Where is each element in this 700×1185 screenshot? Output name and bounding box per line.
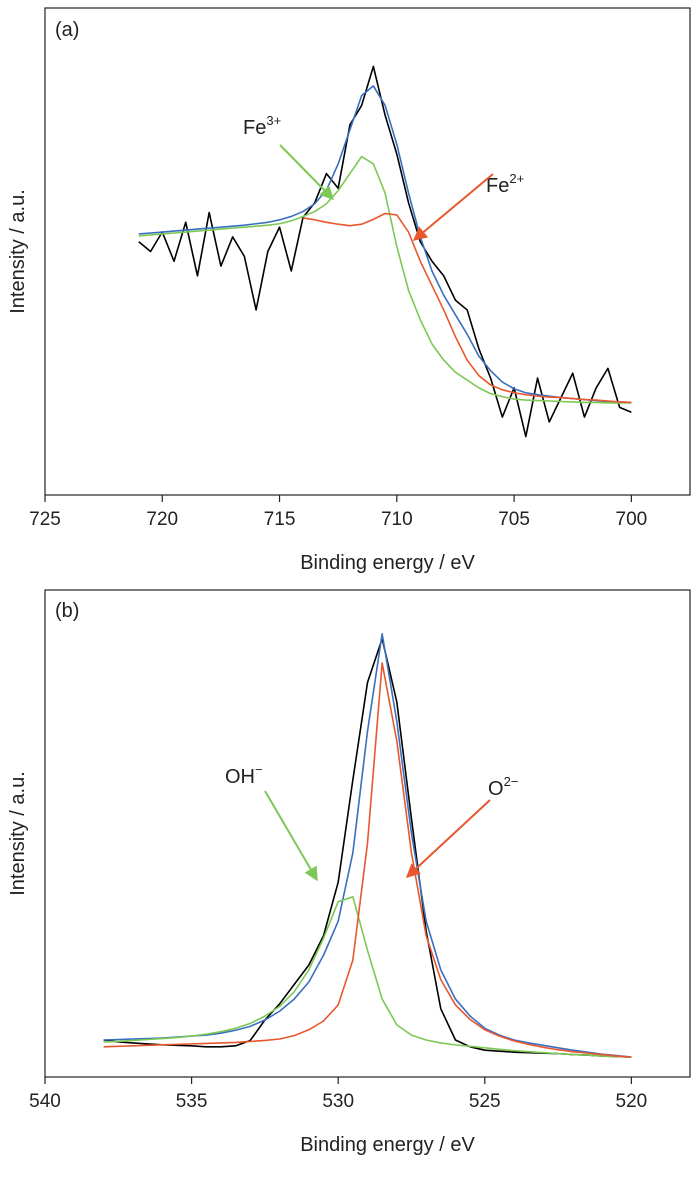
plot-frame: [44, 7, 691, 496]
annotation-text: Fe: [243, 117, 266, 139]
annotation-text: Fe: [486, 175, 509, 197]
x-tick-label: 725: [29, 509, 61, 530]
x-tick-label: 710: [381, 509, 413, 530]
x-tick-label: 520: [616, 1091, 648, 1112]
x-tick-label: 705: [498, 509, 530, 530]
x-axis-label: Binding energy / eV: [300, 552, 475, 574]
spectrum-line: [138, 155, 632, 404]
arrow: [412, 173, 494, 241]
annotation: O2−: [488, 774, 518, 800]
x-tick-label: 715: [264, 509, 296, 530]
spectrum-line: [138, 65, 632, 438]
annotation-sup: 2−: [504, 774, 519, 789]
x-tick-label: 525: [469, 1091, 501, 1112]
spectrum-line: [103, 662, 632, 1058]
annotation-text: OH: [225, 766, 255, 788]
y-axis-label: Intensity / a.u.: [7, 189, 29, 314]
x-tick-label: 700: [616, 509, 648, 530]
x-tick-label: 540: [29, 1091, 61, 1112]
x-tick-label: 720: [146, 509, 178, 530]
panel-label: (a): [55, 19, 79, 41]
spectrum-line: [103, 896, 632, 1058]
arrow: [279, 144, 334, 200]
plots: 725 720 715 710 705 700 Binding energy / eV Int…: [7, 7, 691, 1156]
x-tick-label: 530: [322, 1091, 354, 1112]
y-axis-label: Intensity / a.u.: [7, 771, 29, 896]
arrow: [264, 790, 318, 882]
annotation-sup: 3+: [266, 113, 281, 128]
annotation: OH−: [225, 762, 263, 788]
panel-label: (b): [55, 600, 79, 622]
spectrum-line: [138, 85, 632, 404]
arrow: [405, 799, 491, 878]
x-axis-label: Binding energy / eV: [300, 1134, 475, 1156]
annotations: (a) Fe3+ Fe2+ (b) OH− O2−: [55, 19, 524, 882]
annotation: Fe3+: [243, 113, 281, 139]
annotation-sup: −: [255, 762, 263, 777]
spectrum-line: [302, 212, 632, 404]
x-tick-label: 535: [176, 1091, 208, 1112]
plot-frame: [44, 589, 691, 1078]
annotation-sup: 2+: [509, 171, 524, 186]
annotation-text: O: [488, 778, 504, 800]
annotation: Fe2+: [486, 171, 524, 197]
